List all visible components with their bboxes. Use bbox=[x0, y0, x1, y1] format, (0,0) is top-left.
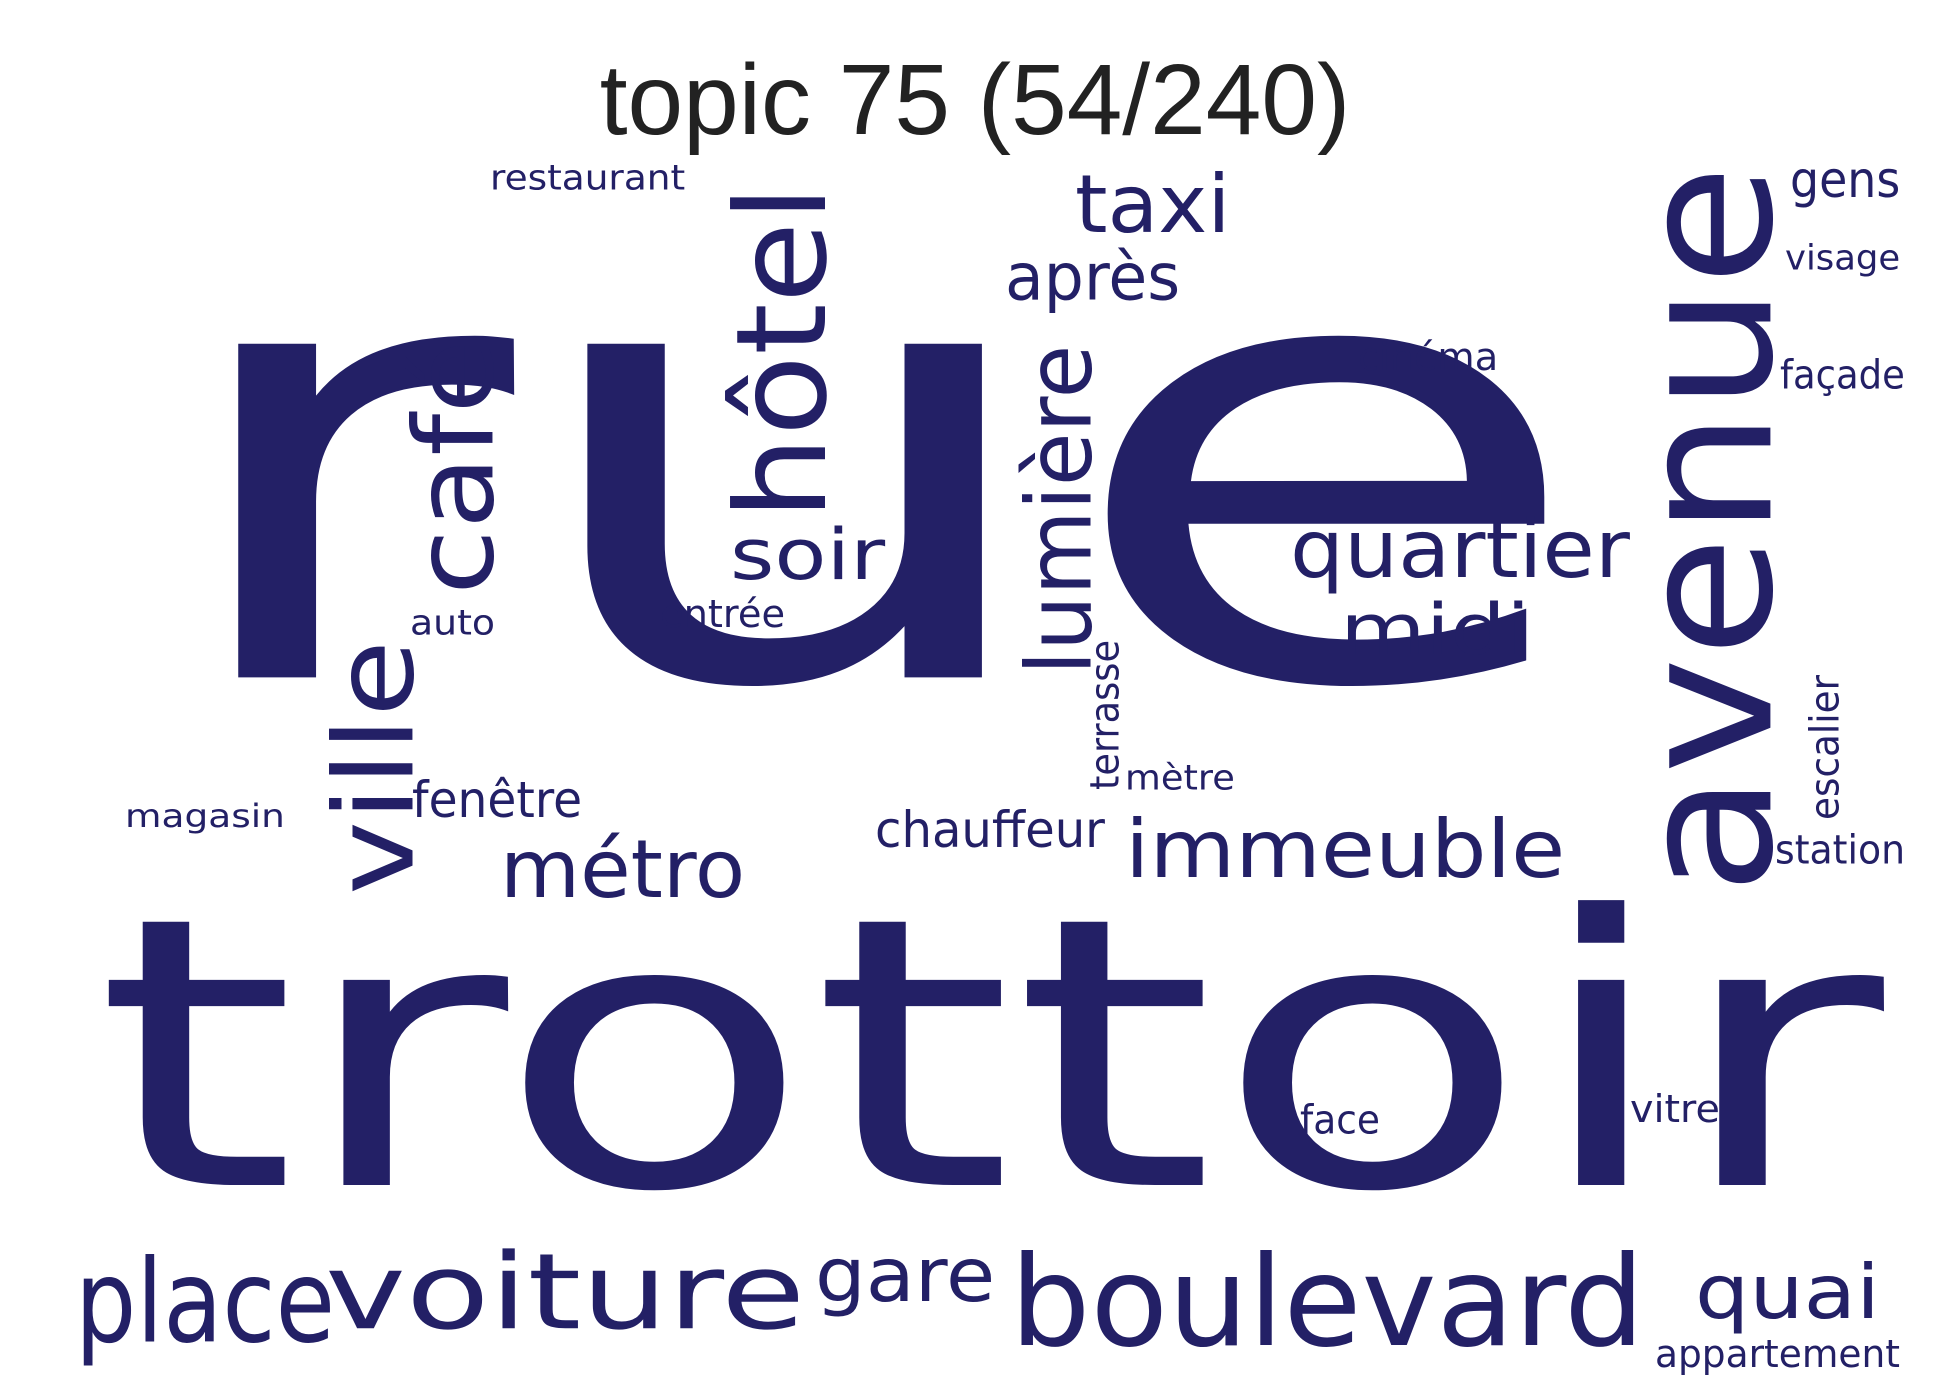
word-entree: entrée bbox=[660, 591, 786, 637]
word-lumiere: lumière bbox=[1006, 344, 1113, 675]
word-magasin: magasin bbox=[125, 797, 285, 835]
word-immeuble: immeuble bbox=[1125, 802, 1566, 897]
word-taxi: taxi bbox=[1075, 157, 1231, 252]
word-trottoir: trottoir bbox=[95, 836, 1885, 1275]
word-apres: après bbox=[1005, 239, 1181, 316]
word-escalier: escalier bbox=[1801, 674, 1849, 820]
word-face: face bbox=[1300, 1096, 1380, 1144]
word-terrasse: terrasse bbox=[1081, 639, 1129, 790]
word-station: station bbox=[1775, 826, 1906, 874]
word-metre: mètre bbox=[1125, 756, 1235, 798]
word-midi: midi bbox=[1340, 588, 1531, 671]
word-quartier: quartier bbox=[1290, 502, 1630, 597]
word-gens: gens bbox=[1790, 150, 1901, 209]
word-gare: gare bbox=[815, 1231, 996, 1319]
word-chauffeur: chauffeur bbox=[875, 800, 1105, 859]
word-hotel: hôtel bbox=[708, 184, 855, 521]
word-avenue: avenue bbox=[1598, 164, 1815, 895]
word-place: place bbox=[75, 1234, 336, 1370]
word-visage: visage bbox=[1785, 236, 1901, 278]
word-voiture: voiture bbox=[325, 1230, 806, 1354]
word-rue: rue bbox=[160, 110, 1591, 824]
word-facade: façade bbox=[1780, 351, 1905, 399]
word-restaurant: restaurant bbox=[490, 156, 686, 198]
word-metro: métro bbox=[500, 822, 746, 917]
word-boulevard: boulevard bbox=[1010, 1228, 1645, 1375]
word-appartement: appartement bbox=[1655, 1331, 1900, 1377]
word-cinema: cinéma bbox=[1358, 334, 1499, 380]
word-vitre: vitre bbox=[1630, 1086, 1720, 1132]
word-cafe: café bbox=[390, 340, 519, 595]
word-quai: quai bbox=[1695, 1248, 1880, 1336]
word-fenetre: fenêtre bbox=[412, 770, 583, 829]
word-auto: auto bbox=[410, 601, 496, 643]
word-ville: ville bbox=[310, 639, 439, 895]
word-cloud-title: topic 75 (54/240) bbox=[599, 44, 1351, 156]
word-soir: soir bbox=[730, 513, 886, 596]
